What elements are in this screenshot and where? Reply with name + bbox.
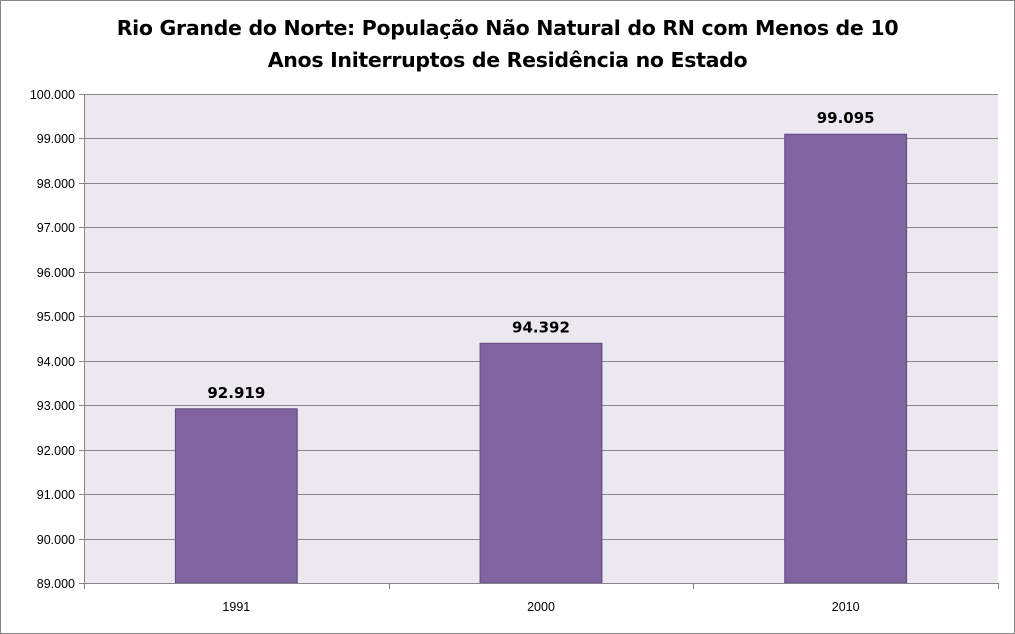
data-labels: 92.919 94.392 99.095	[207, 109, 874, 402]
y-tick-label: 100.000	[30, 88, 75, 102]
y-tick-label: 89.000	[37, 577, 75, 591]
y-tick-label: 95.000	[37, 310, 75, 324]
bar-1991	[174, 408, 298, 584]
x-tick-label-2010: 2010	[832, 600, 860, 614]
x-tick-label-2000: 2000	[527, 600, 555, 614]
data-label-2000: 94.392	[512, 318, 570, 336]
y-tick-label: 98.000	[37, 177, 75, 191]
y-tick-label: 93.000	[37, 399, 75, 413]
y-tick-label: 99.000	[37, 132, 75, 146]
chart-title-line-2: Anos Initerruptos de Residência no Estad…	[267, 48, 748, 72]
x-tick-label-1991: 1991	[222, 600, 250, 614]
bar-2000	[479, 342, 603, 584]
chart-title: Rio Grande do Norte: População Não Natur…	[0, 12, 1015, 76]
axes: 89.000 90.000 91.000 92.000 93.000 94.000 95.0…	[30, 88, 999, 614]
bar-2010	[784, 133, 908, 584]
bars	[174, 133, 908, 584]
data-label-2010: 99.095	[817, 109, 875, 127]
y-tick-label: 91.000	[37, 488, 75, 502]
y-tick-label: 92.000	[37, 444, 75, 458]
y-tick-label: 94.000	[37, 355, 75, 369]
y-tick-label: 97.000	[37, 221, 75, 235]
y-tick-label: 96.000	[37, 266, 75, 280]
chart-title-line-1: Rio Grande do Norte: População Não Natur…	[116, 16, 899, 40]
data-label-1991: 92.919	[207, 384, 265, 402]
y-tick-label: 90.000	[37, 533, 75, 547]
